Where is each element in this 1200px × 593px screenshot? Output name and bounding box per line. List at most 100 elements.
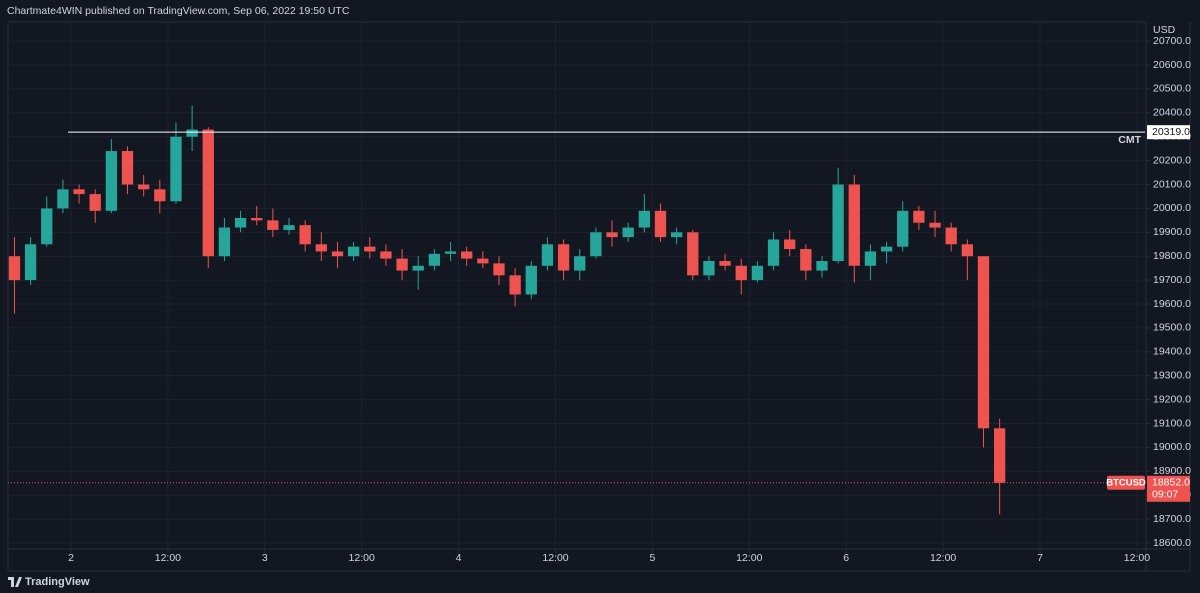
candle-body — [267, 220, 279, 230]
candle-body — [703, 261, 715, 276]
candle-body — [735, 265, 747, 281]
y-tick-label: 18900.0 — [1153, 465, 1191, 477]
candle-body — [638, 210, 650, 228]
x-tick-label: 12:00 — [736, 552, 762, 564]
candle-body — [993, 428, 1006, 483]
x-tick-label: 7 — [1037, 552, 1043, 564]
x-tick-label: 12:00 — [349, 552, 375, 564]
y-tick-label: 20200.0 — [1153, 154, 1191, 166]
x-tick-label: 2 — [68, 552, 74, 564]
candle-body — [687, 232, 699, 276]
candle-body — [929, 222, 941, 228]
candle-body — [202, 129, 214, 257]
candle-body — [864, 251, 877, 266]
candle-body — [251, 217, 263, 221]
candle-body — [606, 232, 618, 238]
hline-name: CMT — [1118, 134, 1141, 146]
candle-body — [784, 239, 796, 250]
y-tick-label: 19900.0 — [1153, 226, 1191, 238]
x-tick-label: 3 — [262, 552, 268, 564]
candle-body — [670, 232, 683, 238]
symbol-box — [1107, 475, 1145, 490]
last-price-box — [1147, 475, 1190, 502]
y-tick-label: 20400.0 — [1153, 107, 1191, 119]
candle-body — [816, 261, 828, 271]
candle-body — [913, 210, 925, 223]
candle-body — [590, 232, 602, 257]
x-tick-label: 12:00 — [542, 552, 568, 564]
candle-body — [509, 275, 521, 295]
candle-body — [41, 208, 53, 245]
x-tick-label: 12:00 — [1124, 552, 1150, 564]
candle-body — [89, 194, 101, 211]
candle-body — [832, 184, 844, 262]
candle-body — [461, 251, 473, 259]
logo: TradingView — [8, 576, 90, 588]
candle-body — [186, 129, 198, 137]
candle-body — [73, 189, 85, 195]
y-tick-label: 19200.0 — [1153, 393, 1191, 405]
hline-label: 20319.0 — [1152, 126, 1190, 138]
candle-body — [57, 189, 69, 209]
x-tick-label: 12:00 — [155, 552, 181, 564]
candle-body — [800, 249, 812, 271]
candle-body — [751, 265, 764, 281]
candle-body — [170, 136, 182, 202]
candle-body — [848, 184, 860, 266]
logo-icon — [8, 577, 22, 587]
candle-body — [331, 251, 344, 257]
candle-body — [719, 261, 731, 266]
candle-body — [364, 246, 376, 252]
candle-body — [622, 227, 634, 238]
candle-body — [234, 217, 247, 228]
y-tick-label: 19600.0 — [1153, 298, 1191, 310]
candle-body — [477, 258, 489, 264]
candle-body — [961, 244, 973, 257]
candle-body — [557, 244, 570, 271]
candle-body — [654, 210, 667, 238]
candle-body — [428, 253, 441, 266]
candle-body — [541, 244, 554, 266]
y-tick-label: 20700.0 — [1153, 35, 1191, 47]
candle-body — [880, 246, 893, 252]
symbol-label: BTCUSD — [1106, 477, 1146, 488]
x-tick-label: 4 — [456, 552, 462, 564]
y-tick-label: 19300.0 — [1153, 370, 1191, 382]
y-tick-label: 19700.0 — [1153, 274, 1191, 286]
candle-body — [525, 265, 537, 295]
candle-body — [299, 225, 311, 245]
candle-body — [121, 151, 134, 185]
x-tick-label: 12:00 — [930, 552, 956, 564]
candle-body — [218, 227, 231, 257]
y-tick-label: 19100.0 — [1153, 417, 1191, 429]
candle-body — [897, 210, 909, 247]
candle-body — [380, 251, 392, 259]
y-tick-label: 19400.0 — [1153, 346, 1191, 358]
candle-body — [977, 256, 990, 429]
x-tick-label: 5 — [649, 552, 655, 564]
x-tick-label: 6 — [843, 552, 849, 564]
y-tick-label: 20600.0 — [1153, 59, 1191, 71]
y-tick-label: 19500.0 — [1153, 322, 1191, 334]
currency: USD — [1153, 24, 1176, 36]
y-tick-label: 20100.0 — [1153, 178, 1191, 190]
y-tick-label: 20000.0 — [1153, 202, 1191, 214]
candle-body — [574, 256, 586, 271]
y-tick-label: 18700.0 — [1153, 513, 1191, 525]
candle-body — [8, 256, 21, 281]
candle-body — [315, 244, 327, 252]
candle-body — [396, 258, 408, 271]
last-price-label: 18852.0 — [1152, 477, 1190, 489]
countdown: 09:07 — [1152, 489, 1178, 501]
candle-body — [347, 246, 360, 257]
candle-body — [283, 225, 295, 230]
y-tick-label: 20500.0 — [1153, 83, 1191, 95]
hline-label-box — [1147, 125, 1190, 140]
candle-body — [412, 265, 424, 271]
candle-body — [444, 251, 457, 254]
y-tick-label: 19000.0 — [1153, 441, 1191, 453]
candle-body — [493, 263, 505, 276]
footer: TradingView — [25, 576, 90, 588]
candle-body — [105, 151, 118, 211]
